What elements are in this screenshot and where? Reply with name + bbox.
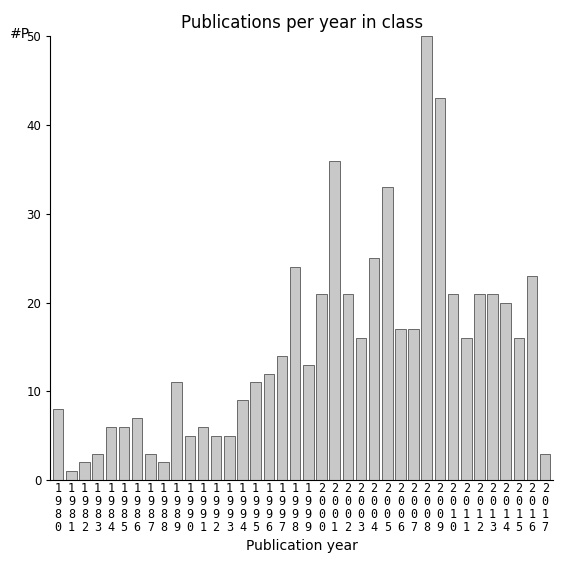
Bar xyxy=(53,409,64,480)
Bar xyxy=(501,303,511,480)
Bar xyxy=(435,98,445,480)
Bar xyxy=(66,471,77,480)
Bar xyxy=(132,418,142,480)
Bar xyxy=(211,436,222,480)
Bar xyxy=(395,329,406,480)
Bar xyxy=(92,454,103,480)
Bar xyxy=(342,294,353,480)
Bar xyxy=(487,294,498,480)
Bar xyxy=(408,329,419,480)
Bar xyxy=(198,427,208,480)
Bar xyxy=(237,400,248,480)
Bar xyxy=(277,356,287,480)
Bar xyxy=(290,267,301,480)
Bar xyxy=(251,383,261,480)
Bar xyxy=(540,454,551,480)
Bar xyxy=(474,294,485,480)
Bar xyxy=(421,36,432,480)
Bar xyxy=(356,338,366,480)
Bar xyxy=(185,436,195,480)
Bar xyxy=(158,463,169,480)
Bar xyxy=(448,294,458,480)
X-axis label: Publication year: Publication year xyxy=(246,539,358,553)
Bar xyxy=(171,383,182,480)
Bar xyxy=(264,374,274,480)
Bar xyxy=(369,258,379,480)
Bar xyxy=(145,454,155,480)
Y-axis label: #P: #P xyxy=(10,27,30,41)
Bar xyxy=(382,187,392,480)
Bar xyxy=(303,365,314,480)
Bar xyxy=(527,276,538,480)
Bar xyxy=(79,463,90,480)
Bar xyxy=(105,427,116,480)
Bar xyxy=(514,338,524,480)
Bar xyxy=(316,294,327,480)
Bar xyxy=(119,427,129,480)
Bar xyxy=(224,436,235,480)
Bar xyxy=(461,338,472,480)
Bar xyxy=(329,160,340,480)
Title: Publications per year in class: Publications per year in class xyxy=(181,14,423,32)
